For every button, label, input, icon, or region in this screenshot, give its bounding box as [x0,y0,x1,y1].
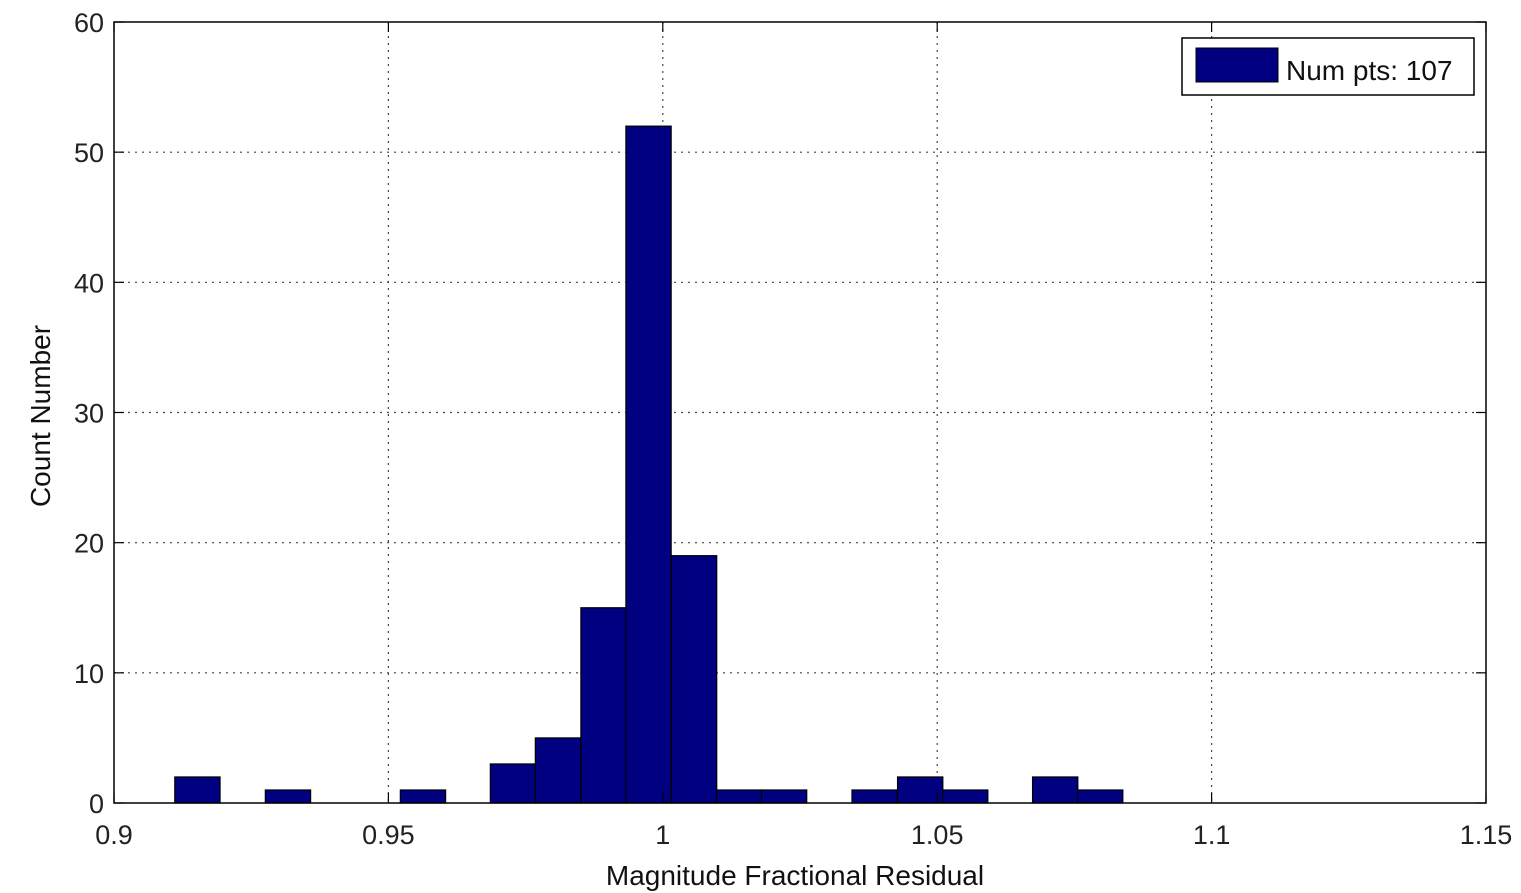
histogram-bar [489,763,537,804]
y-axis-ticks: 0 10 20 30 40 50 60 [74,8,1486,819]
histogram-bar [851,789,898,804]
x-tick-label: 0.9 [95,820,133,850]
x-tick-label: 1.1 [1193,820,1231,850]
grid-lines [114,22,1486,803]
histogram-bar [534,737,582,804]
histogram-bar [1031,776,1079,804]
legend-label: Num pts: 107 [1286,55,1453,86]
histogram-bar [715,789,763,804]
histogram-bar [670,555,718,804]
x-tick-label: 0.95 [362,820,415,850]
y-tick-label: 30 [74,399,104,429]
y-tick-label: 50 [74,138,104,168]
histogram-bar [264,789,312,804]
y-axis-label: Count Number [25,325,56,507]
histogram-bar [625,125,672,804]
y-tick-label: 0 [89,789,104,819]
y-tick-label: 40 [74,268,104,298]
histogram-bar [1076,789,1124,804]
histogram-bars [174,125,1124,804]
x-axis-label: Magnitude Fractional Residual [606,860,984,891]
x-tick-label: 1.15 [1460,820,1513,850]
histogram-bar [760,789,808,804]
histogram-bar [896,776,944,804]
y-tick-label: 10 [74,659,104,689]
y-tick-label: 60 [74,8,104,38]
histogram-bar [174,776,221,804]
x-tick-label: 1.05 [911,820,964,850]
legend: Num pts: 107 [1181,37,1475,96]
histogram-bar [580,607,627,804]
histogram-bar [399,789,447,804]
histogram-bar [941,789,989,804]
y-tick-label: 20 [74,529,104,559]
x-axis-ticks: 0.9 0.95 1 1.05 1.1 1.15 [95,22,1512,850]
x-tick-label: 1 [655,820,670,850]
legend-swatch [1195,47,1279,83]
